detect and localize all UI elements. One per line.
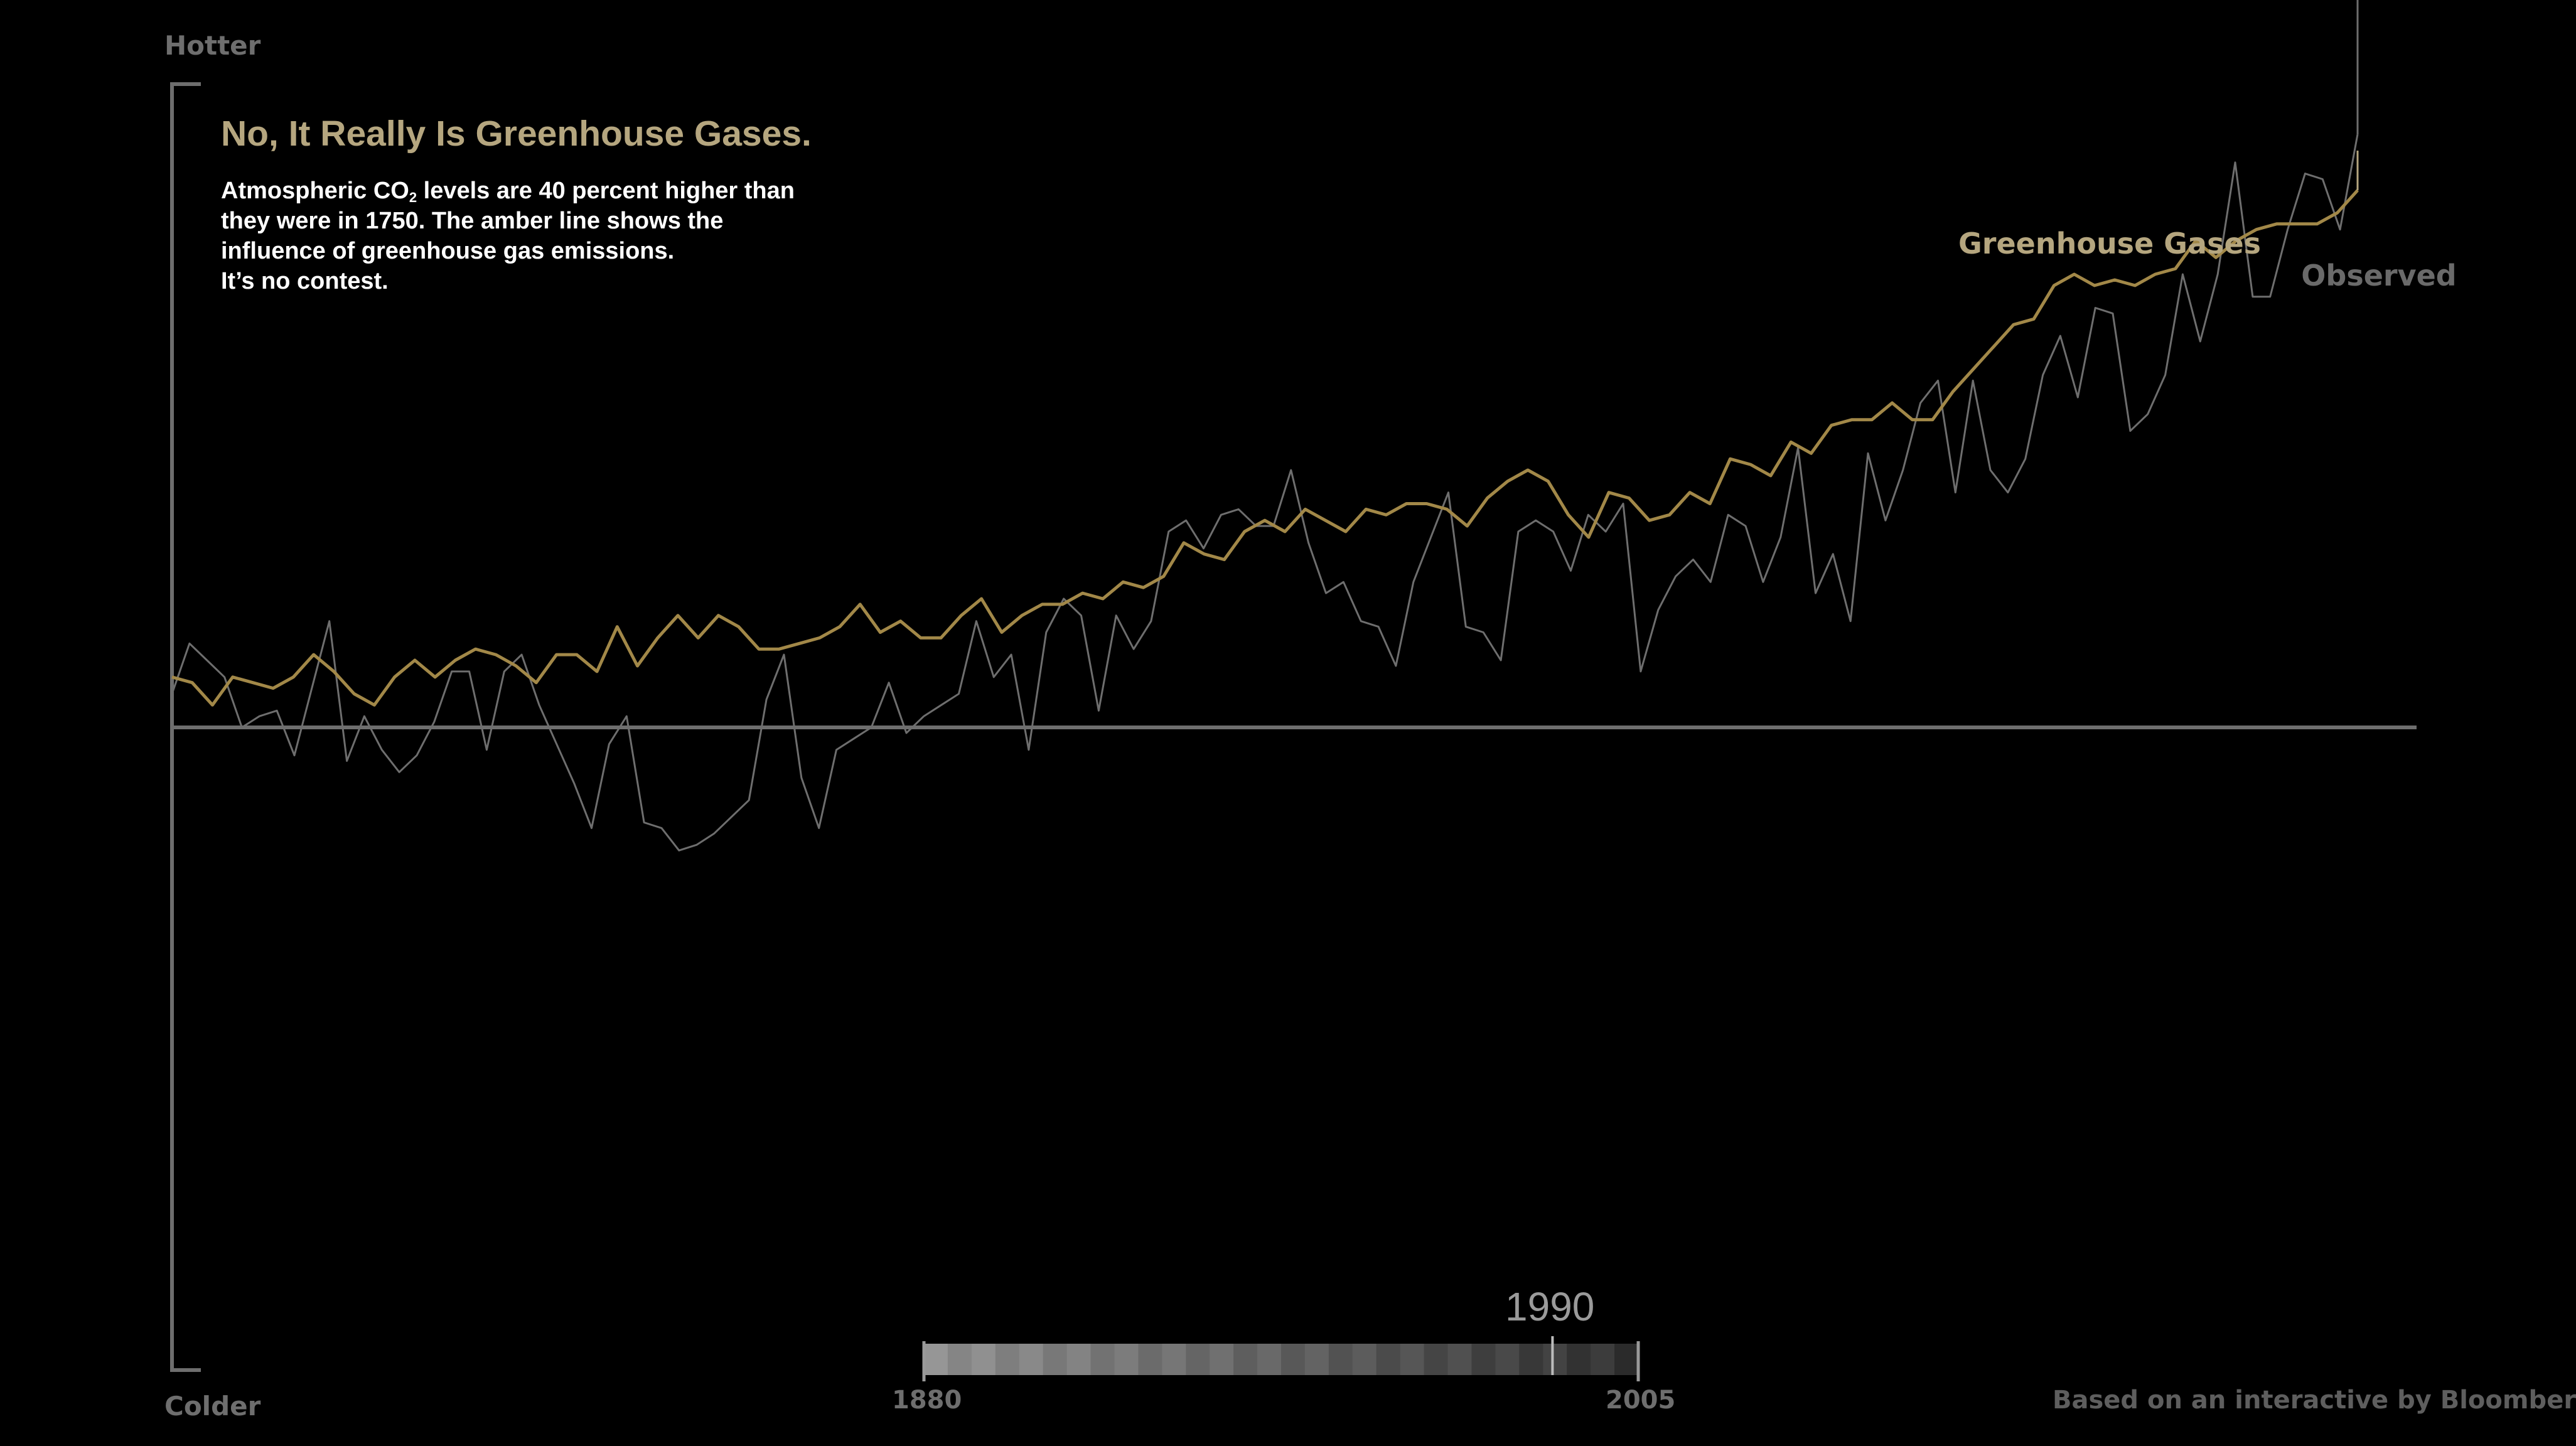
timeline-segment[interactable] [1019, 1344, 1044, 1375]
timeline-start-label: 1880 [892, 1386, 962, 1415]
timeline-segment[interactable] [1543, 1344, 1567, 1375]
timeline-segment[interactable] [1352, 1344, 1377, 1375]
chart-subtitle: Atmospheric CO2 levels are 40 percent hi… [221, 176, 795, 296]
timeline-segment[interactable] [1210, 1344, 1234, 1375]
timeline-segment[interactable] [1447, 1344, 1472, 1375]
subtitle-line-2: they were in 1750. The amber line shows … [221, 208, 724, 234]
timeline-segment[interactable] [1614, 1344, 1639, 1375]
subtitle-line-1-rest: levels are 40 percent higher than [417, 178, 795, 204]
series-label-observed: Observed [2301, 259, 2457, 292]
timeline-segment[interactable] [1424, 1344, 1448, 1375]
timeline-segment[interactable] [1233, 1344, 1258, 1375]
timeline-segment[interactable] [947, 1344, 972, 1375]
timeline-segment[interactable] [1186, 1344, 1210, 1375]
timeline-current-year: 1990 [1505, 1284, 1595, 1329]
timeline-segment[interactable] [1304, 1344, 1329, 1375]
timeline-segment[interactable] [1376, 1344, 1401, 1375]
timeline-segment[interactable] [1591, 1344, 1615, 1375]
timeline-segment[interactable] [1138, 1344, 1162, 1375]
timeline-segment[interactable] [1519, 1344, 1543, 1375]
timeline-segment[interactable] [1495, 1344, 1520, 1375]
series-line-observed [171, 134, 2359, 852]
timeline-segment[interactable] [1567, 1344, 1591, 1375]
subtitle-line-3: influence of greenhouse gas emissions. [221, 238, 675, 264]
subtitle-line-4: It’s no contest. [221, 268, 389, 294]
timeline-segment[interactable] [1066, 1344, 1091, 1375]
timeline-segment[interactable] [1090, 1344, 1115, 1375]
timeline-segment[interactable] [971, 1344, 996, 1375]
timeline-scrubber[interactable] [922, 1336, 1640, 1381]
credit-text: Based on an interactive by Bloomberg [2053, 1386, 2576, 1415]
subtitle-co2-subscript: 2 [409, 190, 417, 205]
timeline-segment[interactable] [1400, 1344, 1425, 1375]
timeline-segment[interactable] [1162, 1344, 1186, 1375]
series-line-greenhouse-gases [171, 189, 2359, 707]
timeline-segment[interactable] [1257, 1344, 1282, 1375]
subtitle-co2-prefix: Atmospheric CO [221, 178, 409, 204]
timeline-segment[interactable] [924, 1344, 948, 1375]
timeline-segment[interactable] [1281, 1344, 1306, 1375]
timeline-segment[interactable] [995, 1344, 1020, 1375]
timeline-segment[interactable] [1471, 1344, 1496, 1375]
series-layer [171, 0, 2359, 852]
timeline-segment[interactable] [1328, 1344, 1353, 1375]
chart-title: No, It Really Is Greenhouse Gases. [221, 114, 812, 154]
timeline-segment[interactable] [1043, 1344, 1068, 1375]
timeline-end-label: 2005 [1606, 1386, 1676, 1415]
hotter-label: Hotter [164, 30, 261, 61]
timeline-segment[interactable] [1114, 1344, 1139, 1375]
colder-label: Colder [164, 1391, 261, 1422]
series-label-greenhouse-gases: Greenhouse Gases [1958, 227, 2262, 260]
